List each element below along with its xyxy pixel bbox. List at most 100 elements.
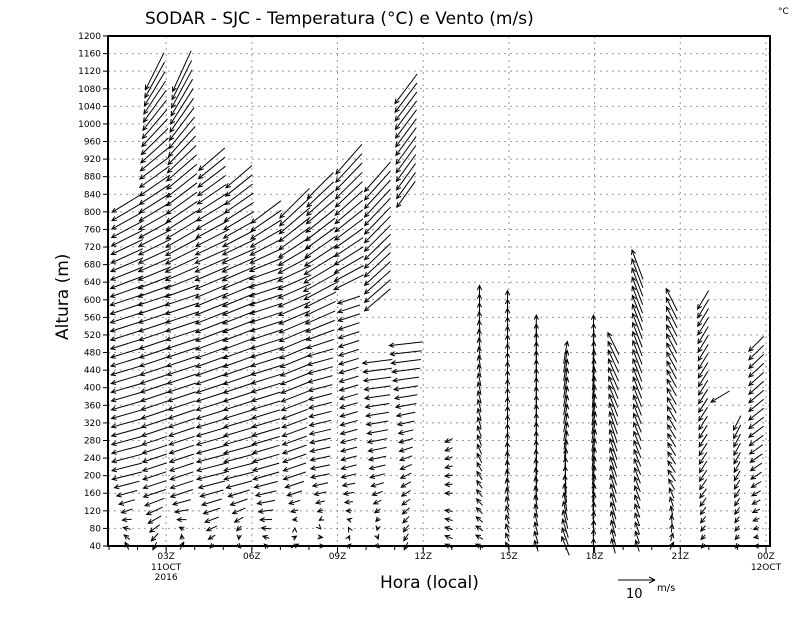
x-tick-label: 2016 bbox=[155, 573, 178, 583]
y-tick-label: 1120 bbox=[78, 67, 101, 77]
wind-vector bbox=[167, 418, 196, 429]
wind-vector bbox=[277, 236, 311, 259]
wind-vector bbox=[166, 373, 197, 385]
wind-vector bbox=[733, 452, 741, 465]
wind-vector bbox=[561, 509, 569, 530]
wind-vector bbox=[110, 220, 143, 239]
wind-vector bbox=[561, 518, 569, 538]
wind-vector bbox=[333, 255, 364, 274]
wind-vector bbox=[338, 375, 359, 384]
wind-vector bbox=[533, 457, 539, 476]
wind-vector bbox=[309, 464, 331, 471]
wind-vector bbox=[195, 382, 228, 394]
wind-vector bbox=[371, 490, 383, 497]
wind-vector bbox=[281, 435, 307, 446]
wind-vector bbox=[168, 107, 195, 142]
wind-vector bbox=[258, 517, 273, 523]
wind-vector bbox=[334, 181, 363, 208]
wind-vector bbox=[504, 504, 510, 516]
wind-vector bbox=[634, 512, 641, 527]
wind-vector bbox=[395, 145, 417, 174]
wind-vector bbox=[278, 226, 311, 251]
wind-vector bbox=[666, 414, 677, 431]
wind-vector bbox=[199, 489, 224, 498]
wind-vector bbox=[140, 137, 169, 164]
wind-vector bbox=[195, 408, 228, 421]
wind-vector bbox=[221, 292, 256, 308]
wind-vector bbox=[307, 375, 333, 384]
wind-vector bbox=[504, 468, 510, 482]
corner-unit: °C bbox=[778, 7, 789, 17]
wind-vector bbox=[476, 479, 483, 489]
wind-vector bbox=[142, 480, 167, 490]
wind-vector bbox=[222, 417, 255, 429]
wind-vector bbox=[372, 499, 382, 505]
wind-vector bbox=[669, 532, 675, 542]
wind-vector bbox=[307, 384, 333, 393]
wind-vector bbox=[109, 257, 144, 273]
wind-vector bbox=[444, 446, 453, 452]
x-tick-label: 12Z bbox=[414, 552, 432, 562]
wind-vector bbox=[278, 319, 311, 334]
wind-vector bbox=[309, 455, 331, 462]
wind-vector bbox=[396, 172, 416, 200]
wind-vector bbox=[747, 425, 764, 438]
wind-vector bbox=[178, 526, 185, 532]
wind-vector bbox=[338, 393, 359, 401]
wind-vector bbox=[279, 372, 309, 386]
wind-vector bbox=[476, 337, 482, 350]
wind-vector bbox=[609, 474, 617, 494]
wind-vector bbox=[165, 210, 198, 232]
wind-vector bbox=[397, 429, 414, 436]
wind-vector bbox=[697, 326, 709, 345]
wind-vector bbox=[317, 534, 324, 540]
wind-vector bbox=[666, 342, 678, 363]
wind-vector bbox=[278, 197, 311, 227]
y-axis-label: Altura (m) bbox=[53, 254, 73, 340]
wind-vector bbox=[631, 321, 643, 348]
wind-vector bbox=[667, 460, 676, 473]
wind-vector bbox=[253, 480, 278, 489]
wind-vector bbox=[150, 533, 159, 542]
wind-vector bbox=[748, 389, 765, 404]
wind-vector bbox=[401, 498, 411, 506]
wind-vector bbox=[339, 446, 358, 453]
wind-vector bbox=[166, 163, 198, 190]
wind-vector bbox=[227, 489, 250, 498]
wind-vector bbox=[194, 346, 228, 360]
wind-vector bbox=[223, 211, 255, 231]
wind-vector bbox=[141, 435, 168, 446]
wind-vector bbox=[374, 534, 380, 541]
wind-vector bbox=[249, 219, 282, 240]
wind-vector bbox=[281, 426, 308, 438]
wind-vector bbox=[504, 289, 511, 309]
wind-vector bbox=[280, 381, 309, 394]
wind-vector bbox=[138, 347, 170, 359]
wind-vector bbox=[666, 405, 677, 422]
wind-vector bbox=[504, 514, 510, 525]
wind-vector bbox=[286, 490, 303, 497]
wind-vector bbox=[339, 420, 358, 427]
wind-vector bbox=[394, 73, 418, 105]
wind-vector bbox=[171, 69, 193, 109]
wind-vector bbox=[292, 526, 298, 533]
y-tick-label: 680 bbox=[84, 261, 101, 271]
wind-vector bbox=[194, 283, 229, 299]
wind-vector bbox=[303, 254, 337, 276]
wind-vector bbox=[222, 364, 255, 377]
wind-vector bbox=[476, 452, 483, 464]
wind-vector bbox=[277, 265, 312, 282]
wind-vector bbox=[391, 367, 421, 374]
wind-vector bbox=[697, 362, 709, 379]
wind-vector bbox=[303, 263, 337, 284]
wind-vector bbox=[196, 174, 227, 197]
wind-vector bbox=[139, 373, 170, 385]
wind-vector bbox=[339, 437, 358, 445]
wind-vector bbox=[165, 219, 198, 240]
wind-vector bbox=[304, 217, 336, 242]
wind-vector bbox=[631, 312, 643, 339]
wind-vector bbox=[700, 525, 706, 533]
wind-vector bbox=[733, 488, 741, 499]
wind-vector bbox=[110, 211, 143, 230]
wind-vector bbox=[308, 419, 332, 428]
